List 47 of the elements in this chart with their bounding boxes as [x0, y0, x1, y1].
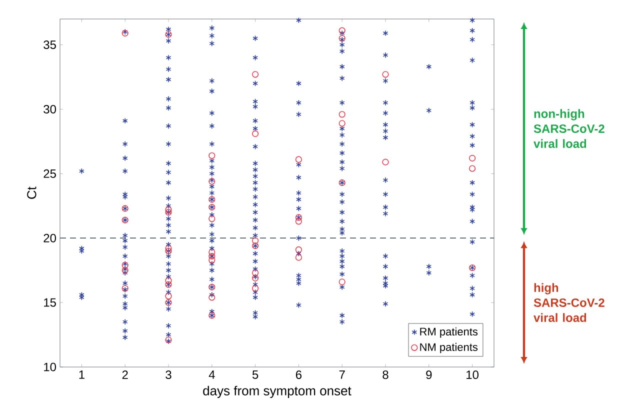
y-tick-label: 10 — [44, 362, 56, 372]
x-axis-title: days from symptom onset — [203, 386, 352, 398]
y-tick-label: 35 — [44, 40, 56, 50]
point — [338, 111, 346, 118]
x-tick-label: 7 — [339, 370, 345, 379]
point — [338, 120, 346, 127]
x-tick-label: 1 — [79, 370, 84, 379]
x-tick-label: 8 — [382, 370, 388, 380]
y-tick-label: 20 — [44, 234, 56, 242]
y-tick-label: 25 — [44, 169, 56, 178]
y-axis-title: Ct — [27, 186, 36, 199]
point — [469, 154, 476, 162]
point — [208, 248, 216, 256]
x-tick-label: 5 — [252, 370, 258, 379]
point — [295, 218, 302, 225]
text: high SARS-CoV-2 viral load — [534, 283, 604, 322]
point — [165, 277, 172, 284]
point — [208, 294, 216, 301]
point — [338, 27, 346, 34]
x-tick-label: 10 — [466, 370, 479, 380]
point — [165, 206, 172, 214]
point — [382, 158, 389, 166]
x-tick-label: 9 — [426, 370, 432, 380]
point — [252, 71, 259, 78]
text: non-high SARS-CoV-2 viral load — [534, 109, 604, 148]
y-tick-label: 15 — [44, 298, 56, 307]
point — [295, 254, 302, 261]
point — [208, 215, 216, 222]
y-tick-label: 30 — [44, 104, 56, 114]
x-tick-label: 2 — [122, 370, 128, 379]
x-tick-label: 6 — [296, 370, 302, 380]
point — [252, 237, 259, 244]
legend-label: RM patients — [420, 327, 478, 338]
point — [208, 152, 216, 159]
point — [382, 71, 389, 78]
point — [165, 292, 172, 300]
point — [252, 270, 259, 276]
point — [295, 246, 302, 254]
x-tick-label: 3 — [166, 370, 172, 380]
point — [338, 278, 346, 286]
x-tick-label: 4 — [208, 370, 215, 379]
point — [295, 156, 302, 163]
point — [469, 165, 476, 172]
point — [208, 256, 216, 264]
point — [252, 130, 259, 138]
point — [252, 285, 259, 292]
legend-label: NM patients — [420, 342, 478, 354]
